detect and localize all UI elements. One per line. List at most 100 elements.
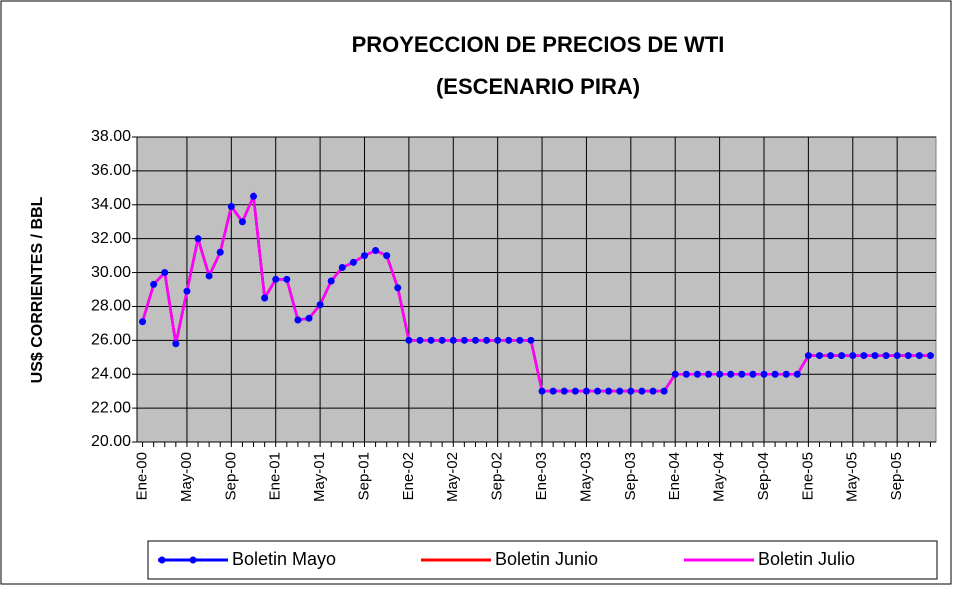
series-marker bbox=[549, 387, 557, 395]
series-marker bbox=[716, 370, 724, 378]
series-marker bbox=[560, 387, 568, 395]
plot-area bbox=[136, 136, 937, 443]
y-axis-label: US$ CORRIENTES / BBL bbox=[29, 196, 46, 383]
series-marker bbox=[849, 352, 857, 360]
series-marker bbox=[915, 352, 923, 360]
x-tick-label: Sep-00 bbox=[222, 452, 239, 500]
series-marker bbox=[860, 352, 868, 360]
x-tick-label: Ene-04 bbox=[666, 452, 683, 500]
y-tick-label: 30.00 bbox=[91, 264, 131, 281]
series-marker bbox=[649, 387, 657, 395]
x-tick-label: May-03 bbox=[577, 452, 594, 502]
y-tick-label: 32.00 bbox=[91, 230, 131, 247]
series-marker bbox=[538, 387, 546, 395]
series-marker bbox=[460, 336, 468, 344]
x-tick-label: Sep-01 bbox=[355, 452, 372, 500]
series-marker bbox=[893, 352, 901, 360]
x-tick-label: May-01 bbox=[311, 452, 328, 502]
series-marker bbox=[705, 370, 713, 378]
series-marker bbox=[227, 202, 235, 210]
series-marker bbox=[527, 336, 535, 344]
legend-marker bbox=[189, 556, 197, 564]
legend-label: Boletin Junio bbox=[495, 549, 598, 569]
series-marker bbox=[183, 287, 191, 295]
series-marker bbox=[638, 387, 646, 395]
legend-label: Boletin Mayo bbox=[232, 549, 336, 569]
x-tick-label: Sep-02 bbox=[489, 452, 506, 500]
series-marker bbox=[471, 336, 479, 344]
x-tick-label: Ene-02 bbox=[400, 452, 417, 500]
x-tick-label: Ene-05 bbox=[799, 452, 816, 500]
series-marker bbox=[216, 248, 224, 256]
x-tick-label: May-04 bbox=[711, 452, 728, 502]
series-marker bbox=[904, 352, 912, 360]
series-marker bbox=[505, 336, 513, 344]
legend-marker bbox=[158, 556, 166, 564]
chart-title: (ESCENARIO PIRA) bbox=[436, 74, 640, 99]
series-marker bbox=[838, 352, 846, 360]
series-marker bbox=[405, 336, 413, 344]
series-marker bbox=[660, 387, 668, 395]
y-tick-label: 36.00 bbox=[91, 162, 131, 179]
series-marker bbox=[416, 336, 424, 344]
series-marker bbox=[771, 370, 779, 378]
series-marker bbox=[438, 336, 446, 344]
series-marker bbox=[161, 269, 169, 277]
series-marker bbox=[815, 352, 823, 360]
legend-box bbox=[147, 540, 938, 580]
series-marker bbox=[427, 336, 435, 344]
series-marker bbox=[793, 370, 801, 378]
x-tick-label: May-00 bbox=[178, 452, 195, 502]
x-tick-label: Sep-04 bbox=[755, 452, 772, 500]
series-marker bbox=[372, 247, 380, 255]
x-tick-label: May-02 bbox=[444, 452, 461, 502]
series-marker bbox=[449, 336, 457, 344]
series-marker bbox=[283, 275, 291, 283]
series-marker bbox=[139, 318, 147, 326]
series-marker bbox=[827, 352, 835, 360]
series-marker bbox=[338, 263, 346, 271]
x-tick-label: Sep-05 bbox=[888, 452, 905, 500]
x-tick-label: Ene-01 bbox=[267, 452, 284, 500]
legend-label: Boletin Julio bbox=[758, 549, 855, 569]
series-marker bbox=[760, 370, 768, 378]
y-tick-label: 38.00 bbox=[91, 128, 131, 145]
x-tick-label: May-05 bbox=[844, 452, 861, 502]
series-marker bbox=[349, 258, 357, 266]
series-marker bbox=[882, 352, 890, 360]
series-marker bbox=[516, 336, 524, 344]
y-tick-label: 26.00 bbox=[91, 332, 131, 349]
series-marker bbox=[305, 314, 313, 322]
series-marker bbox=[582, 387, 590, 395]
y-tick-label: 28.00 bbox=[91, 298, 131, 315]
series-marker bbox=[172, 340, 180, 348]
series-marker bbox=[594, 387, 602, 395]
series-marker bbox=[238, 218, 246, 226]
series-marker bbox=[616, 387, 624, 395]
series-marker bbox=[194, 235, 202, 243]
series-marker bbox=[261, 294, 269, 302]
series-marker bbox=[483, 336, 491, 344]
series-marker bbox=[250, 192, 258, 200]
chart-title: PROYECCION DE PRECIOS DE WTI bbox=[352, 32, 725, 57]
series-marker bbox=[150, 280, 158, 288]
series-marker bbox=[727, 370, 735, 378]
series-marker bbox=[205, 272, 213, 280]
series-marker bbox=[926, 352, 934, 360]
series-marker bbox=[383, 252, 391, 260]
x-tick-label: Ene-00 bbox=[134, 452, 151, 500]
series-marker bbox=[749, 370, 757, 378]
series-marker bbox=[294, 316, 302, 324]
series-marker bbox=[272, 275, 280, 283]
y-tick-label: 20.00 bbox=[91, 433, 131, 450]
y-tick-label: 34.00 bbox=[91, 196, 131, 213]
series-marker bbox=[782, 370, 790, 378]
series-marker bbox=[360, 252, 368, 260]
y-tick-label: 24.00 bbox=[91, 365, 131, 382]
y-tick-label: 22.00 bbox=[91, 399, 131, 416]
series-marker bbox=[693, 370, 701, 378]
series-marker bbox=[394, 284, 402, 292]
x-tick-label: Ene-03 bbox=[533, 452, 550, 500]
